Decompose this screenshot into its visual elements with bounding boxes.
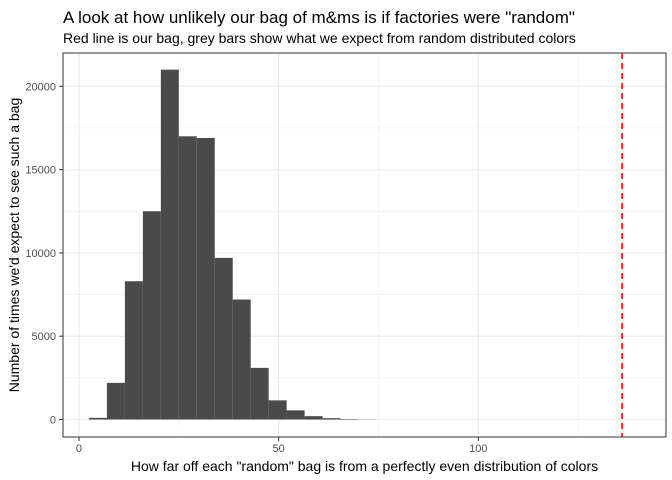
histogram-bar	[268, 400, 287, 420]
chart-subtitle: Red line is our bag, grey bars show what…	[63, 30, 576, 46]
histogram-bar	[250, 367, 269, 420]
x-tick-label: 100	[469, 443, 487, 455]
y-axis-title: Number of times we'd expect to see such …	[6, 98, 22, 393]
histogram-bar	[214, 257, 233, 420]
y-tick-label: 5000	[32, 331, 56, 343]
x-tick-label: 0	[76, 443, 82, 455]
histogram-bars	[88, 69, 377, 420]
y-tick-label: 10000	[25, 248, 56, 260]
histogram-bar	[106, 382, 125, 420]
histogram-bar	[232, 299, 251, 420]
histogram-bar	[286, 410, 305, 420]
x-axis-title: How far off each "random" bag is from a …	[131, 458, 598, 474]
histogram-bar	[124, 281, 143, 420]
y-tick-label: 20000	[25, 81, 56, 93]
plot-panel-border	[62, 52, 667, 438]
histogram-bar	[142, 211, 161, 420]
histogram-bar	[322, 418, 341, 420]
y-tick-label: 15000	[25, 165, 56, 177]
histogram-bar	[196, 137, 215, 420]
histogram-bar	[88, 417, 107, 420]
histogram-bar	[178, 136, 197, 420]
histogram-bar	[304, 416, 323, 420]
histogram-bar	[160, 69, 179, 420]
x-tick-label: 50	[273, 443, 285, 455]
axis-ticks: 0 50 100 0 5000 10000 15000 20000	[25, 81, 487, 455]
y-tick-label: 0	[50, 415, 56, 427]
chart-title: A look at how unlikely our bag of m&ms i…	[63, 8, 575, 27]
